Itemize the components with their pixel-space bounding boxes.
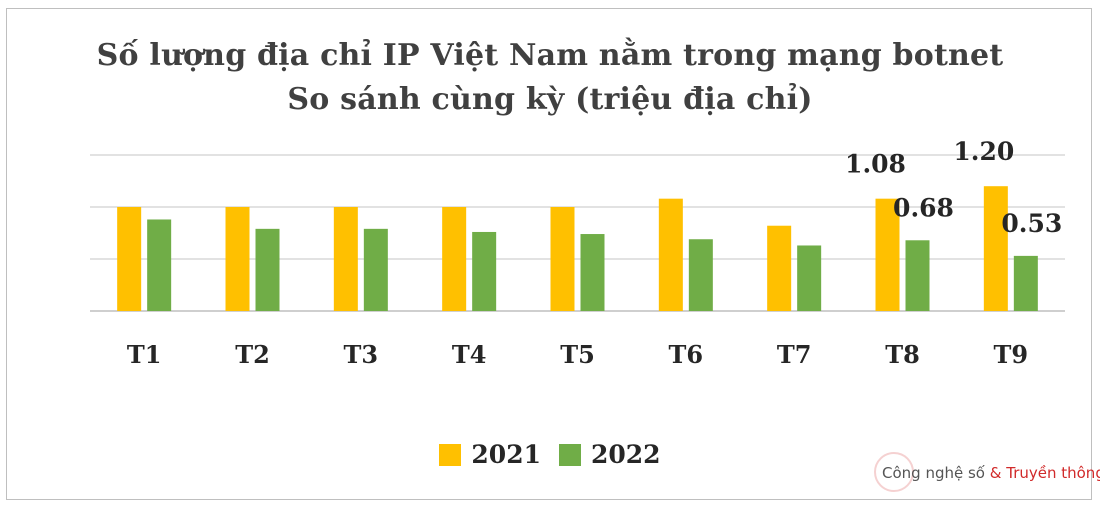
watermark-logo-circle [874,452,914,492]
watermark-text-b: & Truyền thông [989,464,1100,482]
bar-2021-T4 [442,207,467,311]
bar-2021-T2 [225,207,250,311]
x-tick-T9: T9 [994,340,1029,369]
bar-2021-T3 [333,207,358,311]
bar-2022-T9 [1013,255,1038,311]
chart-subtitle: So sánh cùng kỳ (triệu địa chỉ) [287,82,813,117]
bar-2022-T6 [688,239,713,311]
bar-2021-T1 [117,207,142,311]
chart-title: Số lượng địa chỉ IP Việt Nam nằm trong m… [96,38,1004,73]
bar-2021-T7 [767,225,792,311]
data-label-2022-T8: 0.68 [893,193,954,222]
x-tick-T5: T5 [560,340,595,369]
bar-2022-T2 [255,228,280,311]
bar-2021-T8 [875,198,900,311]
legend: 2021 2022 [0,440,1100,469]
x-tick-T8: T8 [885,340,920,369]
bar-2021-T5 [550,207,575,311]
x-tick-labels: T1 T2 T3 T4 T5 T6 T7 T8 T9 [127,340,1028,369]
x-tick-T2: T2 [235,340,270,369]
x-tick-T7: T7 [777,340,812,369]
legend-item-2022: 2022 [559,440,661,469]
bar-2022-T5 [580,234,605,311]
x-tick-T4: T4 [452,340,487,369]
gridlines [90,154,1065,312]
legend-item-2021: 2021 [439,440,541,469]
bar-2021-T9 [983,186,1008,311]
legend-label-2021: 2021 [471,440,541,469]
x-tick-T6: T6 [669,340,704,369]
data-label-2021-T9: 1.20 [953,137,1014,166]
bar-2022-T3 [363,228,388,311]
bar-2022-T1 [147,219,172,311]
publisher-watermark: Công nghệ số & Truyền thông [872,452,1100,496]
watermark-text-a: Công nghệ số [882,464,985,482]
bar-2021-T6 [658,198,683,311]
data-label-2021-T8: 1.08 [845,150,906,179]
bar-2022-T8 [905,240,930,311]
bar-chart: T1 T2 T3 T4 T5 T6 T7 T8 T9 1.08 0.68 1.20 0.53 [90,137,1065,369]
watermark-text: Công nghệ số & Truyền thông [882,464,1100,482]
x-tick-T3: T3 [344,340,379,369]
bar-2022-T4 [472,231,497,311]
legend-swatch-2022 [559,443,581,466]
legend-label-2022: 2022 [591,440,661,469]
data-labels: 1.08 0.68 1.20 0.53 [845,137,1062,238]
x-tick-T1: T1 [127,340,162,369]
legend-swatch-2021 [439,443,462,466]
bar-2022-T7 [797,245,822,311]
bars [117,186,1038,311]
data-label-2022-T9: 0.53 [1001,209,1062,238]
